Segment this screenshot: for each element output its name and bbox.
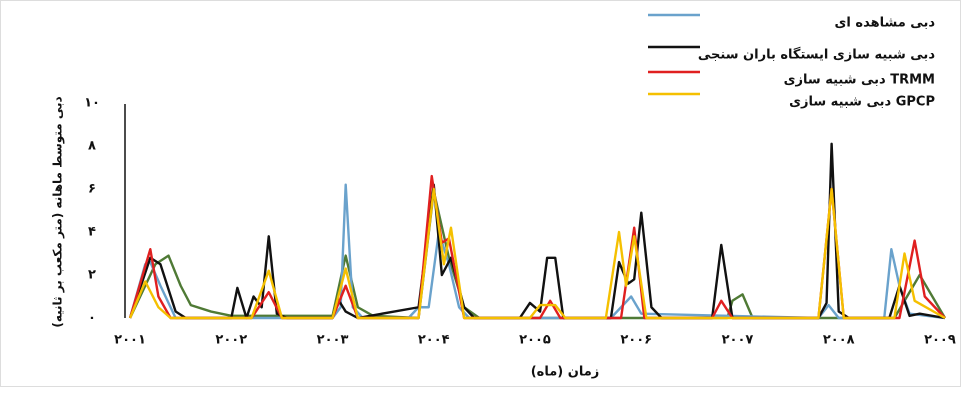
x-tick-label: ۲۰۰۶	[620, 333, 652, 348]
series-line	[128, 187, 946, 320]
x-tick-label: ۲۰۰۴	[418, 333, 450, 348]
x-tick-label: ۲۰۰۸	[823, 333, 855, 348]
x-axis-label: زمان (ماه)	[531, 365, 600, 380]
y-tick-label: ۲	[88, 268, 96, 283]
y-tick-label: ۰	[88, 311, 96, 326]
legend-label: دبی مشاهده ای	[835, 16, 936, 31]
x-tick-label: ۲۰۰۱	[114, 333, 146, 348]
y-tick-label: ۱۰	[84, 96, 100, 111]
legend-label: دبی شبیه سازی ایستگاه باران سنجی	[698, 47, 935, 63]
x-tick-label: ۲۰۰۷	[722, 333, 754, 348]
legend-label: دبی شبیه سازی GPCP	[789, 95, 935, 110]
y-axis-label: دبی متوسط ماهانه (متر مکعب بر ثانیه)	[51, 96, 66, 327]
y-tick-label: ۶	[88, 182, 96, 197]
legend-label: دبی شبیه سازی TRMM	[784, 73, 935, 88]
y-tick-label: ۴	[88, 225, 96, 240]
x-tick-label: ۲۰۰۵	[519, 333, 551, 348]
series-line	[128, 142, 946, 320]
x-tick-label: ۲۰۰۳	[317, 333, 349, 348]
frame	[0, 0, 961, 387]
y-tick-label: ۸	[88, 139, 96, 154]
x-tick-label: ۲۰۰۹	[924, 333, 956, 348]
x-tick-label: ۲۰۰۲	[215, 333, 247, 348]
